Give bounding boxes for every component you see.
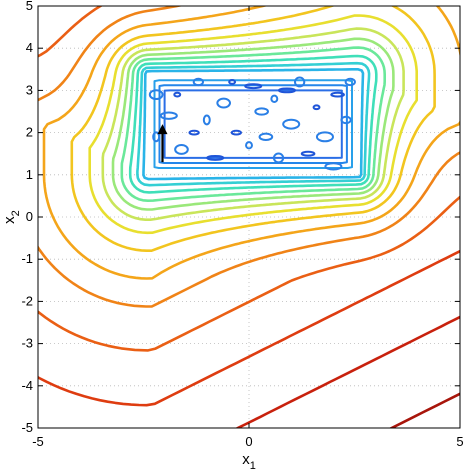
noise-contour [148, 89, 164, 101]
y-tick-label: 1 [26, 167, 33, 182]
x-tick-label: 0 [245, 434, 252, 449]
y-tick-label: 0 [26, 209, 33, 224]
noise-contour [315, 131, 334, 143]
y-tick-label: 5 [26, 0, 33, 13]
contour-level-3 [120, 46, 386, 202]
noise-contour [173, 91, 182, 98]
noise-contour [152, 131, 161, 143]
noise-contour [206, 155, 225, 161]
noise-contour [230, 129, 242, 136]
contour-level-2 [128, 54, 378, 194]
noise-contour [277, 87, 296, 94]
y-tick-label: -3 [21, 336, 33, 351]
ticks: -5 0 5 -5 -4 -3 -2 -1 0 1 2 3 4 5 [21, 0, 463, 449]
x-tick-label: -5 [32, 434, 44, 449]
x-axis-label: x1 [242, 451, 256, 472]
noise-contour [300, 150, 316, 157]
noise-contour [174, 144, 189, 155]
y-tick-label: 4 [26, 40, 33, 55]
noise-contour [340, 115, 352, 125]
noise-contour [244, 83, 263, 90]
noise-contour [282, 118, 301, 130]
contour-level-4 [111, 37, 395, 211]
contour-level-5 [101, 27, 405, 221]
contour-level-1 [136, 61, 371, 187]
noise-contour [258, 132, 274, 141]
inner-contour-2 [163, 89, 343, 159]
noise-contour [188, 129, 200, 136]
contour-level-0 [142, 68, 365, 181]
y-tick-label: -2 [21, 293, 33, 308]
y-tick-label: -4 [21, 378, 33, 393]
noise-contour [245, 141, 253, 150]
noise-contour [254, 107, 269, 116]
noise-contour [272, 152, 285, 164]
y-tick-label: 2 [26, 125, 33, 140]
noise-contour [330, 91, 345, 98]
noise-contour [159, 111, 178, 120]
inner-contour-1 [158, 84, 348, 164]
y-tick-label: 3 [26, 82, 33, 97]
y-axis-label: x2 [1, 210, 22, 224]
noise-contour [216, 97, 232, 109]
contour-level-9 [38, 6, 460, 308]
noise-contour [312, 104, 321, 111]
contour-level-11 [38, 249, 460, 407]
noise-contour [228, 79, 237, 85]
noise-contour [344, 77, 356, 87]
x-tick-label: 5 [456, 434, 463, 449]
arrow-head [157, 124, 168, 135]
noise-contour [270, 94, 279, 104]
y-tick-label: -1 [21, 251, 33, 266]
noise-contour [324, 162, 343, 171]
contour-level-10 [38, 6, 460, 352]
inner-contour-0 [153, 79, 353, 169]
noise-contour [192, 77, 205, 87]
contour-level-6 [88, 14, 418, 235]
contour-level-8 [42, 6, 460, 280]
arrow-layer [157, 124, 168, 163]
y-tick-label: -5 [21, 420, 33, 435]
noise-contour [202, 114, 211, 126]
contour-level-7 [70, 6, 436, 252]
noise-contour [293, 76, 306, 88]
